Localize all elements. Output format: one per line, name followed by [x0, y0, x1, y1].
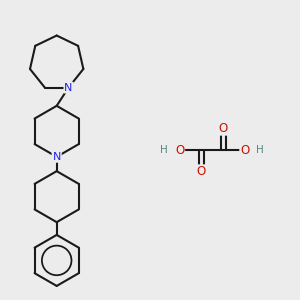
- Text: N: N: [64, 82, 73, 93]
- Text: H: H: [160, 145, 168, 155]
- Text: O: O: [240, 143, 250, 157]
- Text: N: N: [52, 152, 61, 162]
- Text: O: O: [218, 122, 228, 135]
- Text: H: H: [256, 145, 264, 155]
- Text: O: O: [197, 165, 206, 178]
- Text: O: O: [175, 143, 184, 157]
